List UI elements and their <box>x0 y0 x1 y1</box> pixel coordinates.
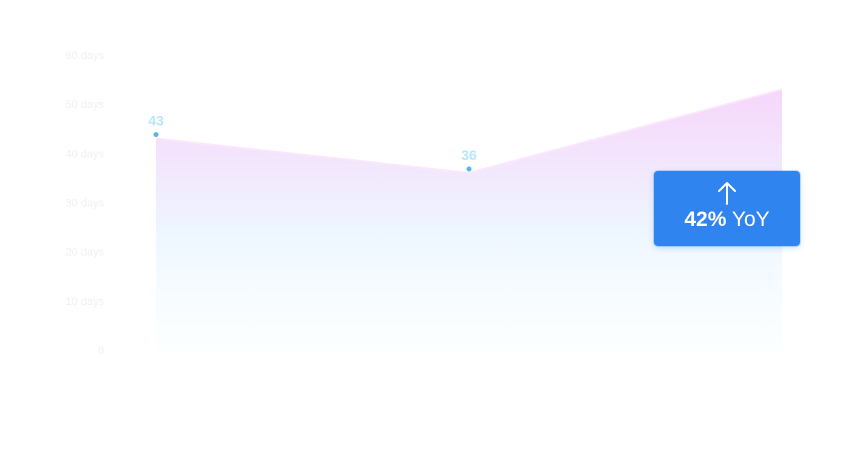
y-tick-label: 60 days <box>65 50 104 62</box>
y-tick-label: 50 days <box>65 99 104 111</box>
y-tick-label: 30 days <box>65 198 104 210</box>
data-value-label: 36 <box>461 147 477 163</box>
y-tick-label: 0 <box>98 345 104 357</box>
area-fill <box>156 89 782 351</box>
series-area <box>155 88 783 351</box>
data-point <box>466 166 472 172</box>
yoy-text: 42% YoY <box>654 207 800 233</box>
data-point <box>153 132 159 138</box>
yoy-percent: 42% <box>684 208 727 231</box>
yoy-badge: 42% YoY <box>654 171 800 246</box>
y-axis: 0 10 days 20 days 30 days 40 days 50 days 60 d… <box>65 50 104 357</box>
yoy-suffix: YoY <box>731 208 770 231</box>
series-line <box>155 88 783 175</box>
data-labels: 43 36 <box>148 113 477 172</box>
y-tick-label: 40 days <box>65 148 104 160</box>
y-tick-label: 10 days <box>65 296 104 308</box>
data-value-label: 43 <box>148 113 164 129</box>
arrow-up-icon <box>718 182 736 205</box>
y-tick-label: 20 days <box>65 247 104 259</box>
